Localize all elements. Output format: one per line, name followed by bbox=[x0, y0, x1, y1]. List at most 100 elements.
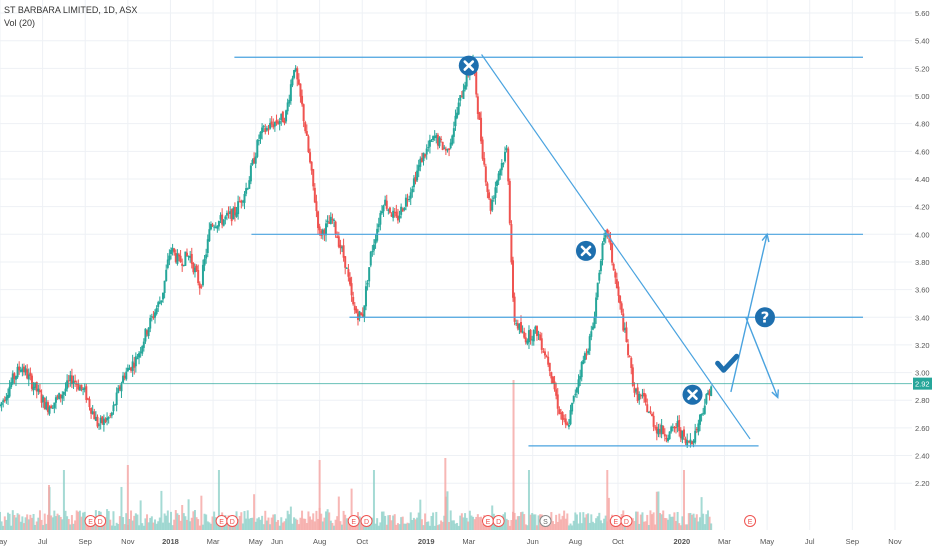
volume-bar bbox=[190, 517, 193, 530]
volume-bar bbox=[46, 514, 49, 530]
volume-bar bbox=[416, 517, 419, 530]
volume-bar bbox=[18, 514, 21, 530]
x-tick-label: Jul bbox=[38, 537, 48, 546]
candle-body bbox=[168, 255, 171, 261]
y-tick-label: 3.40 bbox=[915, 313, 930, 322]
candle-body bbox=[211, 224, 214, 226]
event-badge[interactable]: D bbox=[94, 515, 107, 527]
candle-body bbox=[559, 413, 562, 415]
volume-bar bbox=[106, 509, 109, 530]
volume-bar bbox=[233, 522, 236, 530]
volume-bar bbox=[181, 505, 184, 530]
candle-body bbox=[643, 393, 646, 397]
volume-bar bbox=[606, 470, 609, 530]
event-badge[interactable]: D bbox=[620, 515, 633, 527]
volume-bar bbox=[476, 514, 479, 530]
volume-bar bbox=[329, 520, 332, 530]
volume-bar bbox=[69, 524, 72, 530]
volume-bar bbox=[58, 515, 61, 530]
svg-text:?: ? bbox=[761, 308, 770, 326]
candle-body bbox=[313, 187, 316, 203]
volume-bar bbox=[440, 520, 443, 530]
x-tick-label: Sep bbox=[79, 537, 92, 546]
volume-bar bbox=[302, 518, 305, 530]
candle-body bbox=[460, 96, 463, 98]
volume-bar bbox=[698, 517, 701, 530]
candle-body bbox=[19, 369, 22, 372]
candle-body bbox=[114, 404, 117, 406]
x-tick-label: 2018 bbox=[162, 537, 179, 546]
event-badge-label: E bbox=[486, 519, 491, 526]
volume-bar bbox=[110, 525, 113, 530]
x-tick-label: May bbox=[249, 537, 263, 546]
y-tick-label: 4.00 bbox=[915, 230, 930, 239]
event-badge[interactable]: E bbox=[609, 515, 622, 527]
volume-bar bbox=[532, 514, 535, 530]
candle-body bbox=[435, 135, 438, 139]
event-badge[interactable]: E bbox=[347, 515, 360, 527]
volume-bar bbox=[243, 511, 246, 530]
volume-bar bbox=[508, 525, 511, 530]
event-badge[interactable]: D bbox=[226, 515, 239, 527]
candle-body bbox=[524, 337, 527, 343]
event-badge[interactable]: E bbox=[744, 515, 757, 527]
volume-bar bbox=[125, 513, 128, 530]
volume-bar bbox=[280, 517, 283, 530]
candle-body bbox=[162, 292, 165, 300]
volume-bar bbox=[150, 516, 153, 530]
event-badge[interactable]: D bbox=[492, 515, 505, 527]
candle-body bbox=[356, 313, 359, 320]
volume-bar bbox=[185, 519, 188, 530]
event-badge[interactable]: E bbox=[215, 515, 228, 527]
candle-body bbox=[37, 388, 40, 392]
candle-body bbox=[185, 252, 188, 256]
volume-bar bbox=[655, 491, 658, 530]
volume-bar bbox=[342, 510, 345, 530]
volume-bar bbox=[37, 517, 40, 530]
volume-bar bbox=[689, 512, 692, 530]
volume-bar bbox=[123, 524, 126, 530]
x-axis: May Jul Sep Nov 2018 Mar May Jun Aug Oct 2019 Mar Ju… bbox=[0, 537, 902, 546]
candle-body bbox=[566, 423, 569, 426]
y-tick-label: 3.20 bbox=[915, 341, 930, 350]
volume-bar bbox=[107, 511, 110, 530]
candle-body bbox=[253, 157, 256, 164]
candle-body bbox=[500, 162, 503, 171]
candle-body bbox=[138, 353, 141, 358]
volume-bar bbox=[414, 519, 417, 530]
volume-bar bbox=[601, 523, 604, 530]
volume-bar bbox=[54, 516, 57, 530]
candle-body bbox=[136, 358, 139, 360]
candle-body bbox=[388, 207, 391, 213]
volume-bar bbox=[537, 515, 540, 530]
volume-bar bbox=[400, 517, 403, 530]
volume-bar bbox=[353, 524, 356, 530]
volume-bar bbox=[652, 512, 655, 530]
volume-bar bbox=[543, 524, 546, 530]
volume-bar bbox=[382, 511, 385, 530]
candle-body bbox=[229, 211, 232, 215]
volume-bar bbox=[131, 520, 134, 530]
candle-body bbox=[325, 223, 328, 236]
volume-bar bbox=[347, 518, 350, 530]
candle-body bbox=[85, 386, 88, 400]
candle-body bbox=[464, 85, 467, 90]
y-tick-label: 4.80 bbox=[915, 120, 930, 129]
candle-body bbox=[286, 102, 289, 112]
volume-bar bbox=[372, 470, 375, 530]
volume-bar bbox=[277, 520, 280, 530]
candle-body bbox=[216, 225, 219, 229]
candle-body bbox=[146, 330, 149, 335]
candle-body bbox=[27, 374, 30, 380]
candle-body bbox=[238, 201, 241, 203]
event-badge[interactable]: E bbox=[481, 515, 494, 527]
candle-body bbox=[170, 250, 172, 255]
candle-body bbox=[694, 430, 697, 443]
volume-bar bbox=[192, 511, 195, 530]
volume-bar bbox=[574, 512, 577, 530]
event-badge[interactable]: D bbox=[360, 515, 373, 527]
candle-body bbox=[53, 402, 56, 408]
event-badge-label: E bbox=[748, 519, 753, 526]
event-badge[interactable]: S bbox=[539, 515, 552, 527]
